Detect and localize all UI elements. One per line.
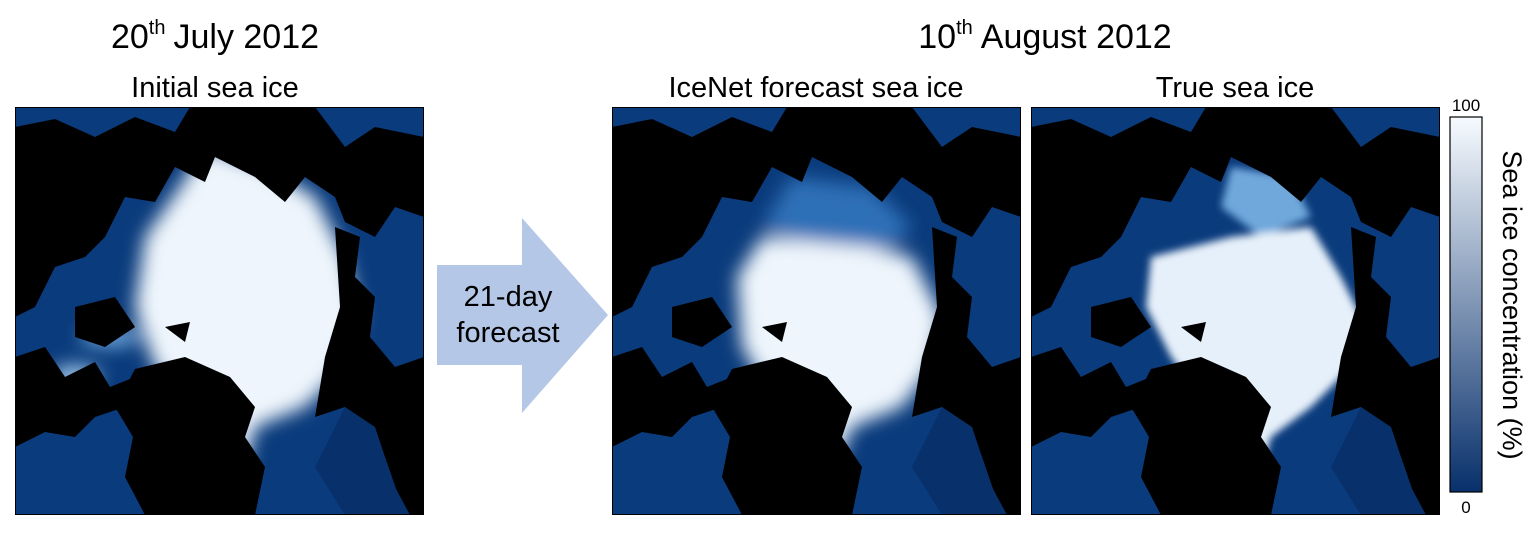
colorbar [1449,116,1483,493]
map-true [1031,107,1440,515]
colorbar-tick-label: 0 [1461,498,1470,517]
colorbar-label: Sea ice concentration (%) [1497,150,1527,459]
date-title: 20th July 2012 [111,17,319,56]
colorbar-tick-label: 100 [1452,96,1480,115]
arrow-label: 21-day [464,281,553,313]
day: 20 [111,18,149,56]
suffix: th [149,17,166,39]
day: 10 [918,18,956,56]
suffix: th [956,17,973,39]
date-title: 10th August 2012 [918,17,1171,56]
panel-title: True sea ice [1156,72,1315,104]
map-initial [15,107,424,515]
map-forecast [612,107,1021,515]
month-year: August 2012 [981,18,1172,56]
panel-title: IceNet forecast sea ice [669,72,964,104]
panel-title: Initial sea ice [131,72,299,104]
month-year: July 2012 [173,18,319,56]
forecast-arrow [437,218,608,413]
arrow-label: forecast [456,317,559,349]
